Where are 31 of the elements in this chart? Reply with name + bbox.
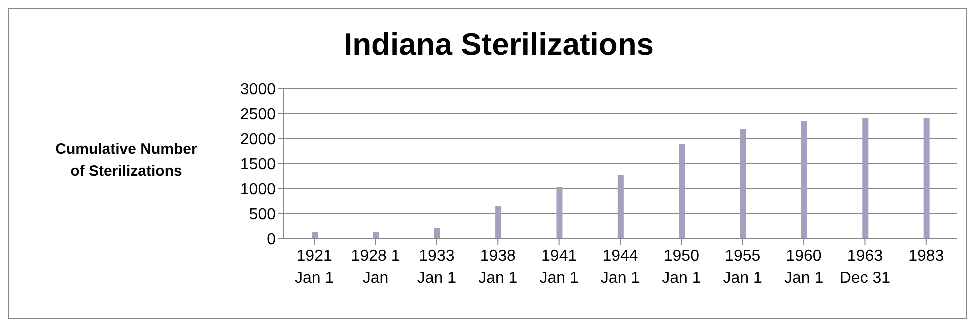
y-tick-label: 1500 bbox=[240, 156, 276, 174]
x-tick-label: 1944 Jan 1 bbox=[600, 248, 640, 287]
x-tick-label: 1983 bbox=[908, 248, 944, 265]
y-tick-label: 500 bbox=[249, 206, 276, 224]
x-tick-label: 1941 Jan 1 bbox=[540, 248, 579, 287]
y-tick-label: 2500 bbox=[240, 106, 276, 124]
x-tick-label: 1921 Jan 1 bbox=[295, 248, 334, 287]
bar bbox=[740, 130, 746, 239]
bar bbox=[312, 232, 318, 239]
x-tick-label: 1933 Jan 1 bbox=[417, 248, 457, 287]
bar bbox=[679, 144, 686, 239]
bar bbox=[373, 232, 380, 239]
y-tick-label: 2000 bbox=[240, 132, 276, 149]
x-tick-label: 1938 Jan 1 bbox=[478, 248, 518, 287]
bar bbox=[496, 206, 502, 239]
bar bbox=[862, 118, 869, 239]
bar bbox=[556, 188, 563, 239]
y-tick-label: 3000 bbox=[240, 82, 276, 99]
chart-title: Indiana Sterilizations bbox=[342, 27, 656, 63]
bar bbox=[801, 121, 808, 239]
y-tick-label: 0 bbox=[267, 232, 276, 249]
bar bbox=[618, 175, 624, 239]
y-axis-title: Cumulative Number of Sterilizations bbox=[54, 140, 198, 182]
y-tick-label: 1000 bbox=[240, 182, 276, 199]
x-tick-label: 1960 Jan 1 bbox=[784, 248, 824, 287]
x-tick-label: 1963 Dec 31 bbox=[840, 248, 891, 287]
x-tick-label: 1950 Jan 1 bbox=[662, 248, 702, 287]
x-tick-label: 1928 1 Jan bbox=[351, 248, 400, 287]
bar bbox=[924, 118, 930, 239]
bar bbox=[434, 228, 440, 239]
x-tick-label: 1955 Jan 1 bbox=[723, 248, 763, 287]
